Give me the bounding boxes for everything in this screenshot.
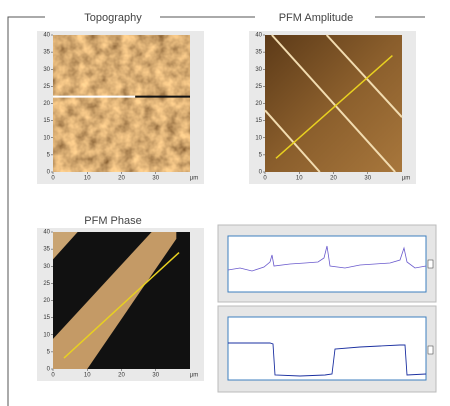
y-tick-label: 0	[47, 170, 51, 176]
y-tick-label: 25	[255, 84, 262, 90]
x-tick-label: 10	[84, 176, 91, 182]
y-tick-label: 35	[43, 247, 50, 253]
scan-panel: 0 5 10 15 20 25 30 35 40 0 10 20 30 µm	[249, 31, 416, 184]
y-tick-label: 15	[43, 315, 50, 321]
x-unit: µm	[190, 373, 198, 379]
y-tick-label: 15	[255, 118, 262, 124]
y-tick-label: 35	[43, 50, 50, 56]
y-tick-label: 5	[47, 349, 51, 355]
domain-wall	[264, 109, 321, 173]
y-tick-label: 35	[255, 50, 262, 56]
x-tick-label: 0	[51, 176, 55, 182]
profile-line	[275, 54, 393, 159]
x-tick-label: 0	[51, 373, 55, 379]
heading: PFM Amplitude	[279, 12, 354, 24]
x-tick-label: 30	[152, 373, 159, 379]
x-tick-label: 20	[330, 176, 337, 182]
y-tick-label: 40	[43, 230, 50, 236]
domain-wall	[271, 34, 396, 173]
x-tick-label: 20	[118, 373, 125, 379]
y-tick-label: 10	[43, 332, 50, 338]
y-tick-label: 20	[43, 298, 50, 304]
x-tick-label: 20	[118, 176, 125, 182]
profile-plot	[217, 305, 437, 393]
profile-plot	[217, 224, 437, 303]
x-tick-label: 0	[263, 176, 267, 182]
scan-panel: 0 5 10 15 20 25 30 35 40 0 10 20 30 µm	[37, 228, 204, 381]
heading: Topography	[84, 12, 142, 24]
y-tick-label: 30	[43, 67, 50, 73]
y-tick-label: 25	[43, 281, 50, 287]
y-tick-label: 10	[255, 135, 262, 141]
x-tick-label: 30	[152, 176, 159, 182]
x-unit: µm	[190, 176, 198, 182]
y-tick-label: 30	[43, 264, 50, 270]
x-tick-label: 30	[364, 176, 371, 182]
y-tick-label: 15	[43, 118, 50, 124]
y-tick-label: 40	[43, 33, 50, 39]
scan-image	[53, 35, 190, 172]
y-tick-label: 20	[255, 101, 262, 107]
x-unit: µm	[402, 176, 410, 182]
y-tick-label: 0	[47, 367, 51, 373]
x-tick-label: 10	[84, 373, 91, 379]
scan-panel: 0 5 10 15 20 25 30 35 40 0 10 20 30 µm	[37, 31, 204, 184]
profile-line	[63, 251, 180, 359]
y-tick-label: 30	[255, 67, 262, 73]
x-tick-label: 10	[296, 176, 303, 182]
domain-wall	[325, 34, 403, 118]
y-tick-label: 40	[255, 33, 262, 39]
frame	[7, 16, 425, 406]
domain	[53, 232, 177, 369]
domain	[53, 232, 78, 260]
y-tick-label: 25	[43, 84, 50, 90]
y-tick-label: 5	[47, 152, 51, 158]
y-tick-label: 10	[43, 135, 50, 141]
y-tick-label: 5	[259, 152, 263, 158]
heading: PFM Phase	[84, 215, 141, 227]
y-tick-label: 0	[259, 170, 263, 176]
y-tick-label: 20	[43, 101, 50, 107]
